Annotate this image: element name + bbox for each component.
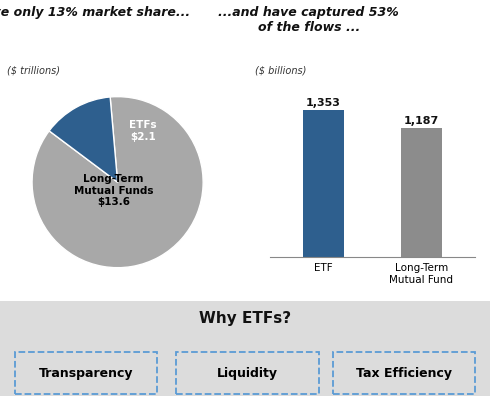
Text: Assets Under Management: Assets Under Management [37, 46, 205, 55]
Text: Transparency: Transparency [39, 367, 133, 380]
Text: 1,187: 1,187 [404, 116, 439, 126]
Wedge shape [32, 97, 203, 268]
Text: 1,353: 1,353 [306, 98, 341, 108]
Text: ETFs have only 13% market share...: ETFs have only 13% market share... [0, 6, 190, 19]
Text: ($ billions): ($ billions) [255, 65, 306, 75]
Bar [303, 110, 344, 257]
Text: Long-Term
Mutual Funds
$13.6: Long-Term Mutual Funds $13.6 [74, 174, 153, 208]
Text: Why ETFs?: Why ETFs? [199, 311, 291, 326]
Text: ETFs
$2.1: ETFs $2.1 [129, 120, 157, 142]
Bar [401, 128, 442, 257]
Text: Liquidity: Liquidity [217, 367, 278, 380]
Wedge shape [49, 97, 118, 182]
FancyBboxPatch shape [333, 352, 475, 394]
Text: Cumulative Flows Since 2007: Cumulative Flows Since 2007 [278, 46, 460, 55]
Text: Tax Efficiency: Tax Efficiency [356, 367, 452, 380]
Text: ...and have captured 53%
of the flows ...: ...and have captured 53% of the flows ..… [219, 6, 399, 34]
FancyBboxPatch shape [176, 352, 318, 394]
FancyBboxPatch shape [15, 352, 157, 394]
Text: ($ trillions): ($ trillions) [7, 65, 60, 75]
